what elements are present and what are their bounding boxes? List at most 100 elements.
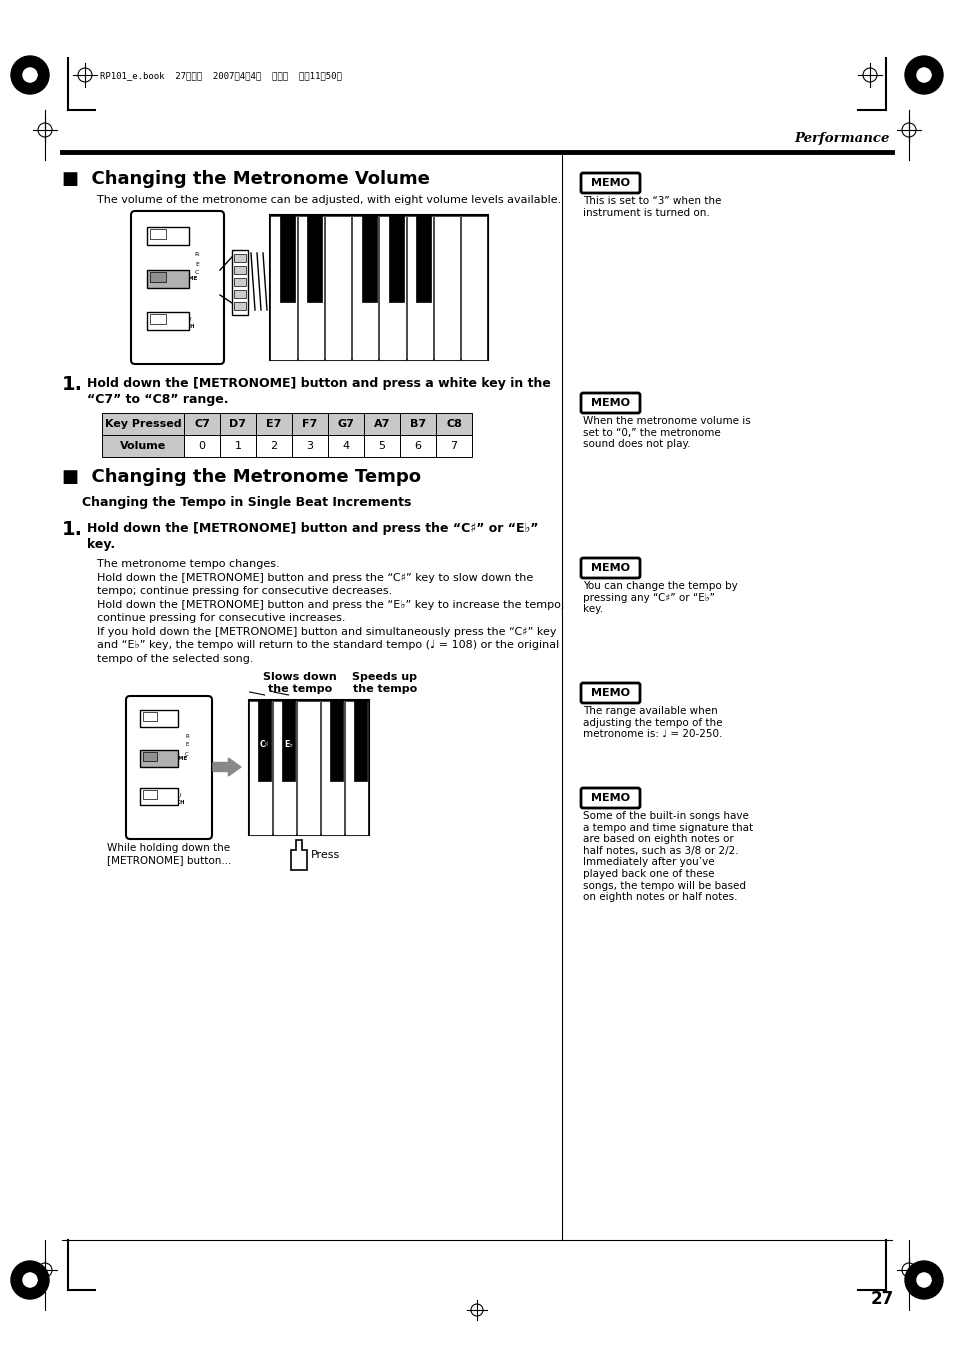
Text: C: C bbox=[185, 751, 189, 757]
Text: G7: G7 bbox=[386, 340, 398, 350]
Text: tempo of the selected song.: tempo of the selected song. bbox=[97, 654, 253, 663]
Bar bbox=[102, 435, 184, 457]
Text: REVERB /: REVERB / bbox=[164, 316, 192, 322]
Bar bbox=[399, 413, 436, 435]
Text: SONG: SONG bbox=[167, 232, 189, 239]
Text: Changing the Tempo in Single Beat Increments: Changing the Tempo in Single Beat Increm… bbox=[82, 496, 411, 509]
Bar bbox=[280, 215, 294, 303]
Text: D7: D7 bbox=[230, 419, 246, 430]
Text: A7: A7 bbox=[414, 340, 425, 350]
Text: MEMO: MEMO bbox=[590, 563, 629, 573]
Text: Hold down the [METRONOME] button and press the “E♭” key to increase the tempo;: Hold down the [METRONOME] button and pre… bbox=[97, 600, 564, 609]
Bar bbox=[297, 216, 324, 359]
Bar bbox=[143, 712, 157, 721]
Bar bbox=[257, 700, 271, 781]
Bar bbox=[143, 790, 157, 798]
Text: C7: C7 bbox=[193, 419, 210, 430]
Text: R: R bbox=[194, 253, 199, 258]
Text: 2: 2 bbox=[270, 440, 277, 451]
Bar bbox=[436, 435, 472, 457]
Text: 1.: 1. bbox=[62, 520, 83, 539]
FancyBboxPatch shape bbox=[580, 558, 639, 578]
Text: 1: 1 bbox=[234, 440, 241, 451]
Text: RP101_e.book  27ページ  2007年4月4日  水曜日  午前11時50分: RP101_e.book 27ページ 2007年4月4日 水曜日 午前11時50… bbox=[100, 72, 341, 81]
Bar bbox=[270, 215, 488, 359]
Text: Hold down the [METRONOME] button and press the “C♯” key to slow down the: Hold down the [METRONOME] button and pre… bbox=[97, 573, 533, 582]
Circle shape bbox=[904, 55, 942, 95]
FancyBboxPatch shape bbox=[580, 173, 639, 193]
Bar bbox=[282, 700, 294, 781]
Text: The volume of the metronome can be adjusted, with eight volume levels available.: The volume of the metronome can be adjus… bbox=[97, 195, 560, 205]
Text: Some of the built-in songs have
a tempo and time signature that
are based on eig: Some of the built-in songs have a tempo … bbox=[582, 811, 752, 902]
Bar bbox=[250, 701, 273, 835]
Bar bbox=[352, 216, 378, 359]
Bar bbox=[321, 701, 344, 835]
Text: 4: 4 bbox=[342, 440, 349, 451]
Text: MEMO: MEMO bbox=[590, 793, 629, 802]
Text: the tempo: the tempo bbox=[268, 684, 332, 694]
Circle shape bbox=[23, 1273, 37, 1288]
Text: SONG: SONG bbox=[156, 716, 179, 721]
Bar bbox=[233, 290, 246, 299]
Circle shape bbox=[11, 1260, 49, 1300]
Text: If you hold down the [METRONOME] button and simultaneously press the “C♯” key: If you hold down the [METRONOME] button … bbox=[97, 627, 556, 636]
Text: The range available when
adjusting the tempo of the
metronome is: ♩ = 20-250.: The range available when adjusting the t… bbox=[582, 707, 721, 739]
Text: “C7” to “C8” range.: “C7” to “C8” range. bbox=[87, 393, 229, 407]
Text: 5: 5 bbox=[378, 440, 385, 451]
Text: E7: E7 bbox=[333, 340, 343, 350]
Text: C8: C8 bbox=[468, 340, 479, 350]
Text: 27: 27 bbox=[869, 1290, 893, 1308]
Text: When the metronome volume is
set to “0,” the metronome
sound does not play.: When the metronome volume is set to “0,”… bbox=[582, 416, 750, 449]
Text: B7: B7 bbox=[410, 419, 426, 430]
Text: This is set to “3” when the
instrument is turned on.: This is set to “3” when the instrument i… bbox=[582, 196, 720, 218]
Bar bbox=[150, 313, 166, 324]
Text: Slows down: Slows down bbox=[263, 671, 336, 682]
Text: Key Pressed: Key Pressed bbox=[105, 419, 181, 430]
Text: Volume: Volume bbox=[120, 440, 166, 451]
Bar bbox=[328, 413, 364, 435]
Bar bbox=[140, 711, 178, 727]
Text: MEMO: MEMO bbox=[590, 688, 629, 698]
FancyArrow shape bbox=[213, 758, 241, 775]
Bar bbox=[364, 435, 399, 457]
Bar bbox=[147, 312, 189, 330]
Text: ■  Changing the Metronome Volume: ■ Changing the Metronome Volume bbox=[62, 170, 430, 188]
Text: F7: F7 bbox=[359, 340, 371, 350]
Text: 7: 7 bbox=[450, 440, 457, 451]
Bar bbox=[330, 700, 343, 781]
Text: Hold down the [METRONOME] button and press the “C♯” or “E♭”: Hold down the [METRONOME] button and pre… bbox=[87, 521, 537, 535]
Text: key.: key. bbox=[87, 538, 115, 551]
Circle shape bbox=[23, 68, 37, 82]
Bar bbox=[364, 413, 399, 435]
Bar bbox=[379, 216, 405, 359]
Circle shape bbox=[916, 1273, 930, 1288]
Text: Hold down the [METRONOME] button and press a white key in the: Hold down the [METRONOME] button and pre… bbox=[87, 377, 550, 390]
Text: METRONOME: METRONOME bbox=[157, 277, 198, 281]
Bar bbox=[233, 278, 246, 286]
Text: E♭: E♭ bbox=[284, 740, 293, 748]
Text: Press: Press bbox=[311, 850, 339, 861]
Text: C♯: C♯ bbox=[259, 740, 269, 748]
Bar bbox=[249, 700, 369, 835]
Text: METRONOME: METRONOME bbox=[148, 757, 188, 762]
Text: MEMO: MEMO bbox=[590, 399, 629, 408]
FancyBboxPatch shape bbox=[580, 684, 639, 703]
Bar bbox=[233, 266, 246, 274]
Text: A7: A7 bbox=[374, 419, 390, 430]
Bar bbox=[354, 700, 367, 781]
Bar bbox=[434, 216, 459, 359]
Bar bbox=[140, 750, 178, 767]
Text: G7: G7 bbox=[337, 419, 355, 430]
Text: D7: D7 bbox=[305, 340, 316, 350]
Bar bbox=[255, 435, 292, 457]
Bar bbox=[345, 701, 368, 835]
Bar bbox=[140, 788, 178, 805]
Text: and “E♭” key, the tempo will return to the standard tempo (♩ = 108) or the origi: and “E♭” key, the tempo will return to t… bbox=[97, 640, 558, 650]
Bar bbox=[328, 435, 364, 457]
Text: E7: E7 bbox=[266, 419, 281, 430]
Text: 1.: 1. bbox=[62, 376, 83, 394]
Text: E: E bbox=[194, 262, 199, 266]
Text: KEY TOUCH: KEY TOUCH bbox=[161, 324, 194, 330]
Text: C8: C8 bbox=[446, 419, 461, 430]
Text: F7: F7 bbox=[302, 419, 317, 430]
